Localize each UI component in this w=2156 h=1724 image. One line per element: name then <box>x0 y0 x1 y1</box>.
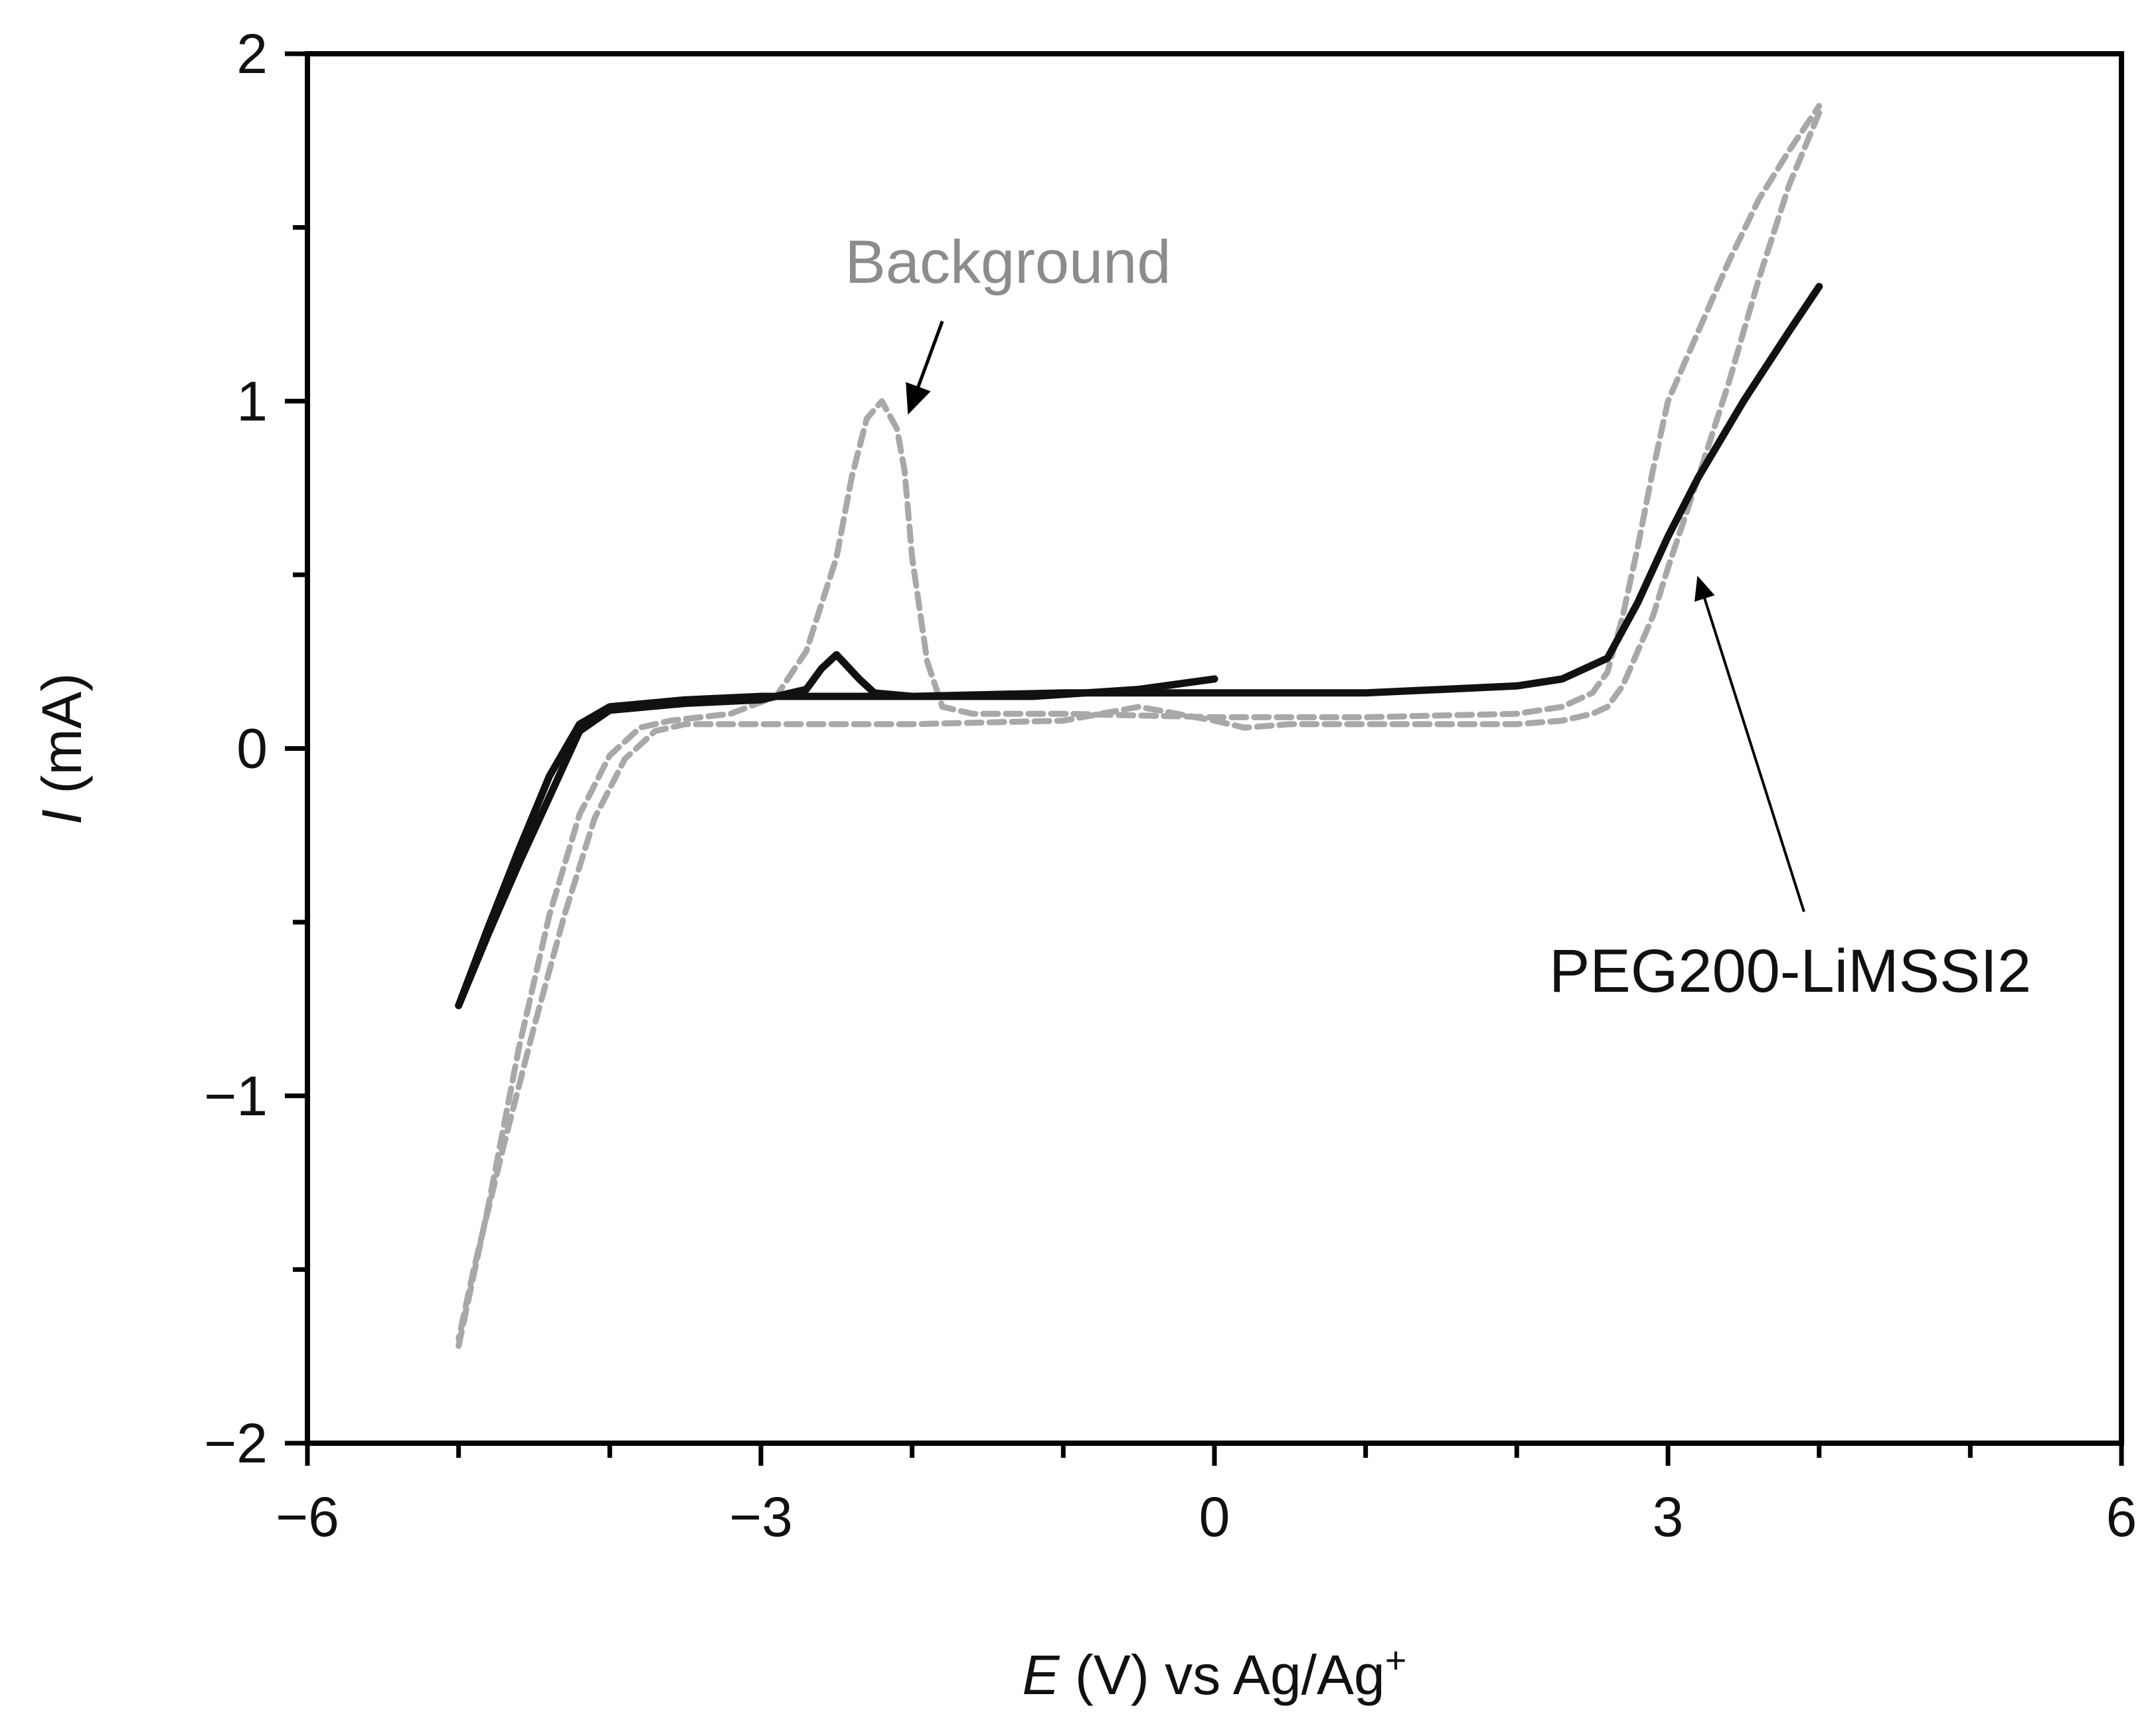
background-arrow <box>906 321 944 415</box>
y-tick-label: 2 <box>236 23 268 85</box>
series-line-background <box>456 110 1823 1342</box>
series-line-background <box>456 103 1823 1349</box>
y-tick-label: 1 <box>236 370 268 432</box>
series-line-peg200-limssi2 <box>455 283 1823 1010</box>
annotation-background: Background <box>845 228 1171 415</box>
series-peg200-limssi2 <box>455 283 1823 1010</box>
x-tick-label: −6 <box>276 1486 339 1548</box>
y-tick-label: −2 <box>204 1412 268 1474</box>
x-tick-label: 6 <box>2106 1486 2137 1548</box>
y-tick-label: −1 <box>204 1065 268 1127</box>
peg200-limssi2-arrow <box>1694 576 1805 913</box>
x-axis-unit-text: (V) vs Ag/Ag <box>1060 1644 1385 1706</box>
x-axis-label: E (V) vs Ag/Ag+ <box>1023 1639 1407 1706</box>
plot-frame <box>305 51 2124 1446</box>
series-layer <box>455 103 1823 1349</box>
background-label: Background <box>845 228 1171 296</box>
x-tick-label: 3 <box>1653 1486 1684 1548</box>
x-axis-superscript: + <box>1385 1639 1407 1681</box>
y-axis-unit-text: (mA) <box>31 673 93 809</box>
y-axis-symbol: I <box>31 809 93 824</box>
y-axis-label: I (mA) <box>31 673 93 825</box>
x-tick-label: −3 <box>729 1486 793 1548</box>
x-tick-label: 0 <box>1199 1486 1230 1548</box>
annotation-sample: PEG200-LiMSSI2 <box>1549 576 2031 1005</box>
x-axis-ticks: −6 −3 0 3 6 <box>276 1443 2137 1548</box>
y-axis-ticks: −2 −1 0 1 2 <box>204 23 307 1474</box>
peg200-limssi2-label: PEG200-LiMSSI2 <box>1549 937 2031 1005</box>
y-tick-label: 0 <box>236 718 268 780</box>
series-background <box>456 103 1823 1349</box>
minor-ticks <box>293 225 1973 1458</box>
x-axis-symbol: E <box>1023 1644 1060 1706</box>
